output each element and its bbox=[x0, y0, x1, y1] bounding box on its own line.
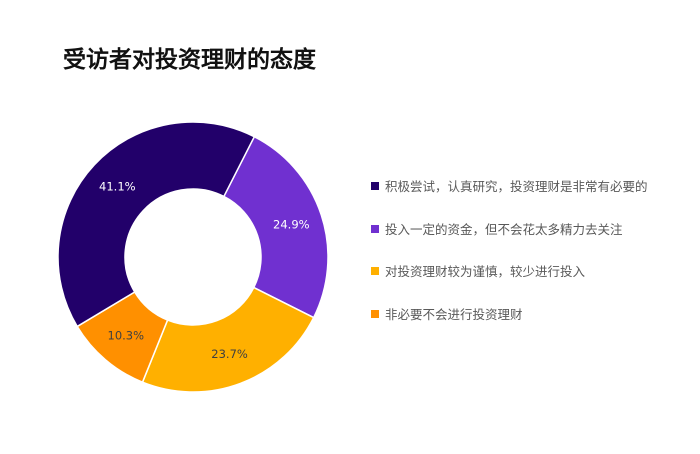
slice-value-label: 23.7% bbox=[211, 347, 248, 361]
legend-item-1: 投入一定的资金，但不会花太多精力去关注 bbox=[371, 219, 623, 238]
legend-label: 对投资理财较为谨慎，较少进行投入 bbox=[385, 264, 586, 279]
legend-label: 非必要不会进行投资理财 bbox=[385, 307, 523, 322]
chart-title: 受访者对投资理财的态度 bbox=[63, 47, 316, 73]
legend-swatch bbox=[371, 266, 379, 275]
legend-swatch bbox=[371, 181, 379, 190]
legend-item-0: 积极尝试，认真研究，投资理财是非常有必要的 bbox=[371, 176, 648, 195]
slice-value-label: 10.3% bbox=[108, 329, 145, 343]
legend-swatch bbox=[371, 309, 379, 318]
legend-label: 投入一定的资金，但不会花太多精力去关注 bbox=[385, 222, 623, 237]
legend-label: 积极尝试，认真研究，投资理财是非常有必要的 bbox=[385, 179, 648, 194]
slice-value-label: 41.1% bbox=[99, 179, 136, 193]
slice-value-label: 24.9% bbox=[273, 218, 310, 232]
slice-labels: 24.9% 23.7% 10.3% 41.1% bbox=[99, 179, 310, 360]
donut-slice bbox=[141, 286, 315, 393]
legend-swatch bbox=[371, 224, 379, 233]
donut-slice bbox=[57, 121, 256, 328]
legend-item-2: 对投资理财较为谨慎，较少进行投入 bbox=[371, 261, 585, 280]
donut-slice bbox=[222, 135, 329, 319]
donut-slices bbox=[57, 121, 329, 393]
legend-item-3: 非必要不会进行投资理财 bbox=[371, 304, 523, 323]
